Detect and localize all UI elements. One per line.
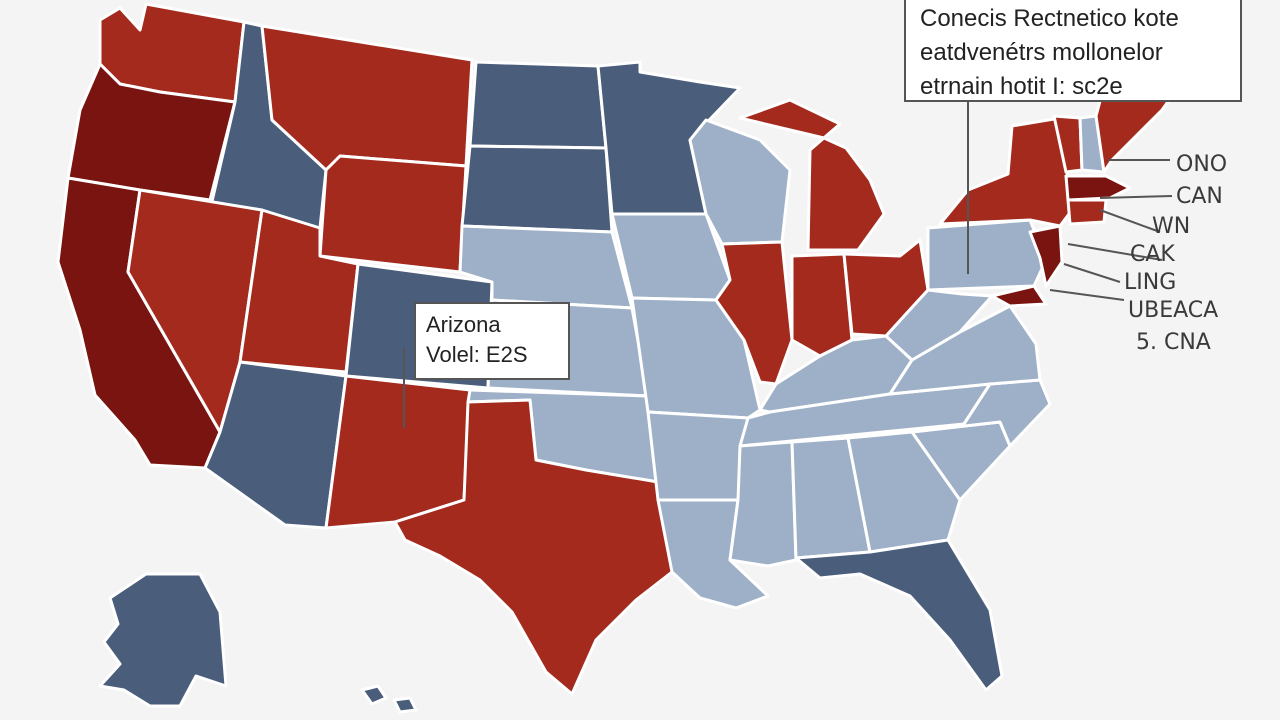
state-hawaii[interactable] [360,684,418,714]
state-massachusetts[interactable] [1064,174,1132,202]
state-connecticut[interactable] [1066,198,1108,226]
legend-label-5: LING [1124,270,1177,295]
legend-label-6: UBEACA [1128,298,1219,323]
title-line-1: Conecis Rectnetico kote [920,5,1179,32]
state-pennsylvania[interactable] [926,218,1048,292]
state-arkansas[interactable] [646,410,750,502]
state-mississippi[interactable] [728,440,798,568]
state-maryland[interactable] [990,284,1048,308]
title-line-2: eatdvenétrs mollonelor [920,39,1163,66]
state-illinois[interactable] [714,240,794,386]
legend-label-4: CAK [1130,242,1175,267]
legend-label-7: 5. CNA [1136,330,1211,355]
legend-label-1: ONO [1176,152,1228,177]
title-line-3: etrnain hotit I: sc2e [920,73,1123,100]
state-south-dakota[interactable] [460,144,614,234]
state-wyoming[interactable] [318,154,468,274]
state-new-york[interactable] [938,116,1074,228]
state-texas[interactable] [393,398,674,696]
arizona-callout: Arizona Volel: E2S [414,302,570,380]
state-north-dakota[interactable] [468,60,608,150]
state-michigan[interactable] [738,98,886,252]
states-layer [56,2,1174,714]
state-florida[interactable] [794,538,1004,692]
arizona-callout-title: Arizona [426,312,501,337]
leader-lines [403,100,1173,428]
state-minnesota[interactable] [596,60,742,216]
legend-label-3: WN [1152,214,1191,239]
state-alaska[interactable] [98,572,228,708]
state-wisconsin[interactable] [688,118,792,246]
arizona-callout-votes: Volel: E2S [426,342,528,367]
state-indiana[interactable] [790,252,854,358]
state-new-jersey[interactable] [1028,224,1064,288]
legend-label-2: CAN [1176,184,1223,209]
title-callout: Conecis Rectnetico kote eatdvenétrs moll… [904,0,1242,102]
